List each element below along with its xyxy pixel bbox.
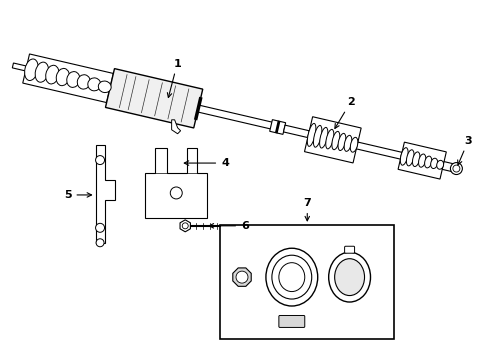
Bar — [220, 225, 394, 339]
Ellipse shape — [278, 263, 304, 292]
Text: 3: 3 — [457, 136, 471, 165]
Ellipse shape — [328, 252, 370, 302]
Ellipse shape — [424, 156, 431, 168]
Polygon shape — [304, 117, 361, 163]
Circle shape — [449, 163, 462, 175]
Circle shape — [452, 165, 459, 172]
Circle shape — [236, 271, 247, 283]
Polygon shape — [23, 54, 113, 103]
Text: 7: 7 — [303, 198, 310, 221]
Polygon shape — [397, 142, 446, 179]
Ellipse shape — [77, 75, 90, 89]
Polygon shape — [145, 148, 207, 218]
Circle shape — [182, 223, 188, 229]
Ellipse shape — [24, 59, 38, 81]
Circle shape — [95, 156, 104, 165]
Polygon shape — [197, 105, 278, 130]
Text: 6: 6 — [209, 221, 248, 231]
Text: 2: 2 — [334, 97, 354, 129]
Ellipse shape — [418, 154, 425, 167]
Text: 5: 5 — [64, 190, 91, 200]
Ellipse shape — [436, 160, 443, 169]
Ellipse shape — [271, 255, 311, 299]
Ellipse shape — [337, 133, 345, 150]
Ellipse shape — [319, 127, 327, 148]
Polygon shape — [441, 162, 454, 172]
Ellipse shape — [325, 129, 333, 149]
Ellipse shape — [313, 125, 321, 147]
Ellipse shape — [334, 259, 364, 296]
Ellipse shape — [306, 123, 315, 147]
Ellipse shape — [331, 131, 339, 150]
Polygon shape — [12, 63, 27, 71]
Ellipse shape — [412, 152, 419, 167]
Polygon shape — [95, 145, 115, 243]
Circle shape — [96, 239, 104, 247]
Ellipse shape — [406, 150, 413, 166]
Text: 1: 1 — [167, 59, 181, 98]
Ellipse shape — [265, 248, 317, 306]
Polygon shape — [269, 120, 285, 134]
Polygon shape — [356, 142, 401, 159]
Ellipse shape — [88, 78, 101, 91]
Circle shape — [95, 223, 104, 232]
Polygon shape — [171, 120, 180, 134]
Ellipse shape — [98, 81, 111, 93]
Ellipse shape — [400, 148, 407, 165]
Polygon shape — [232, 268, 251, 286]
Polygon shape — [105, 69, 203, 128]
Text: 4: 4 — [184, 158, 228, 168]
Circle shape — [170, 187, 182, 199]
Ellipse shape — [35, 62, 48, 82]
Ellipse shape — [344, 135, 351, 151]
Ellipse shape — [430, 158, 437, 168]
Ellipse shape — [45, 65, 59, 84]
Polygon shape — [283, 125, 309, 138]
Ellipse shape — [56, 68, 69, 86]
FancyBboxPatch shape — [278, 315, 304, 328]
Ellipse shape — [349, 138, 357, 152]
Polygon shape — [180, 220, 190, 232]
Ellipse shape — [67, 72, 80, 87]
FancyBboxPatch shape — [344, 246, 354, 253]
